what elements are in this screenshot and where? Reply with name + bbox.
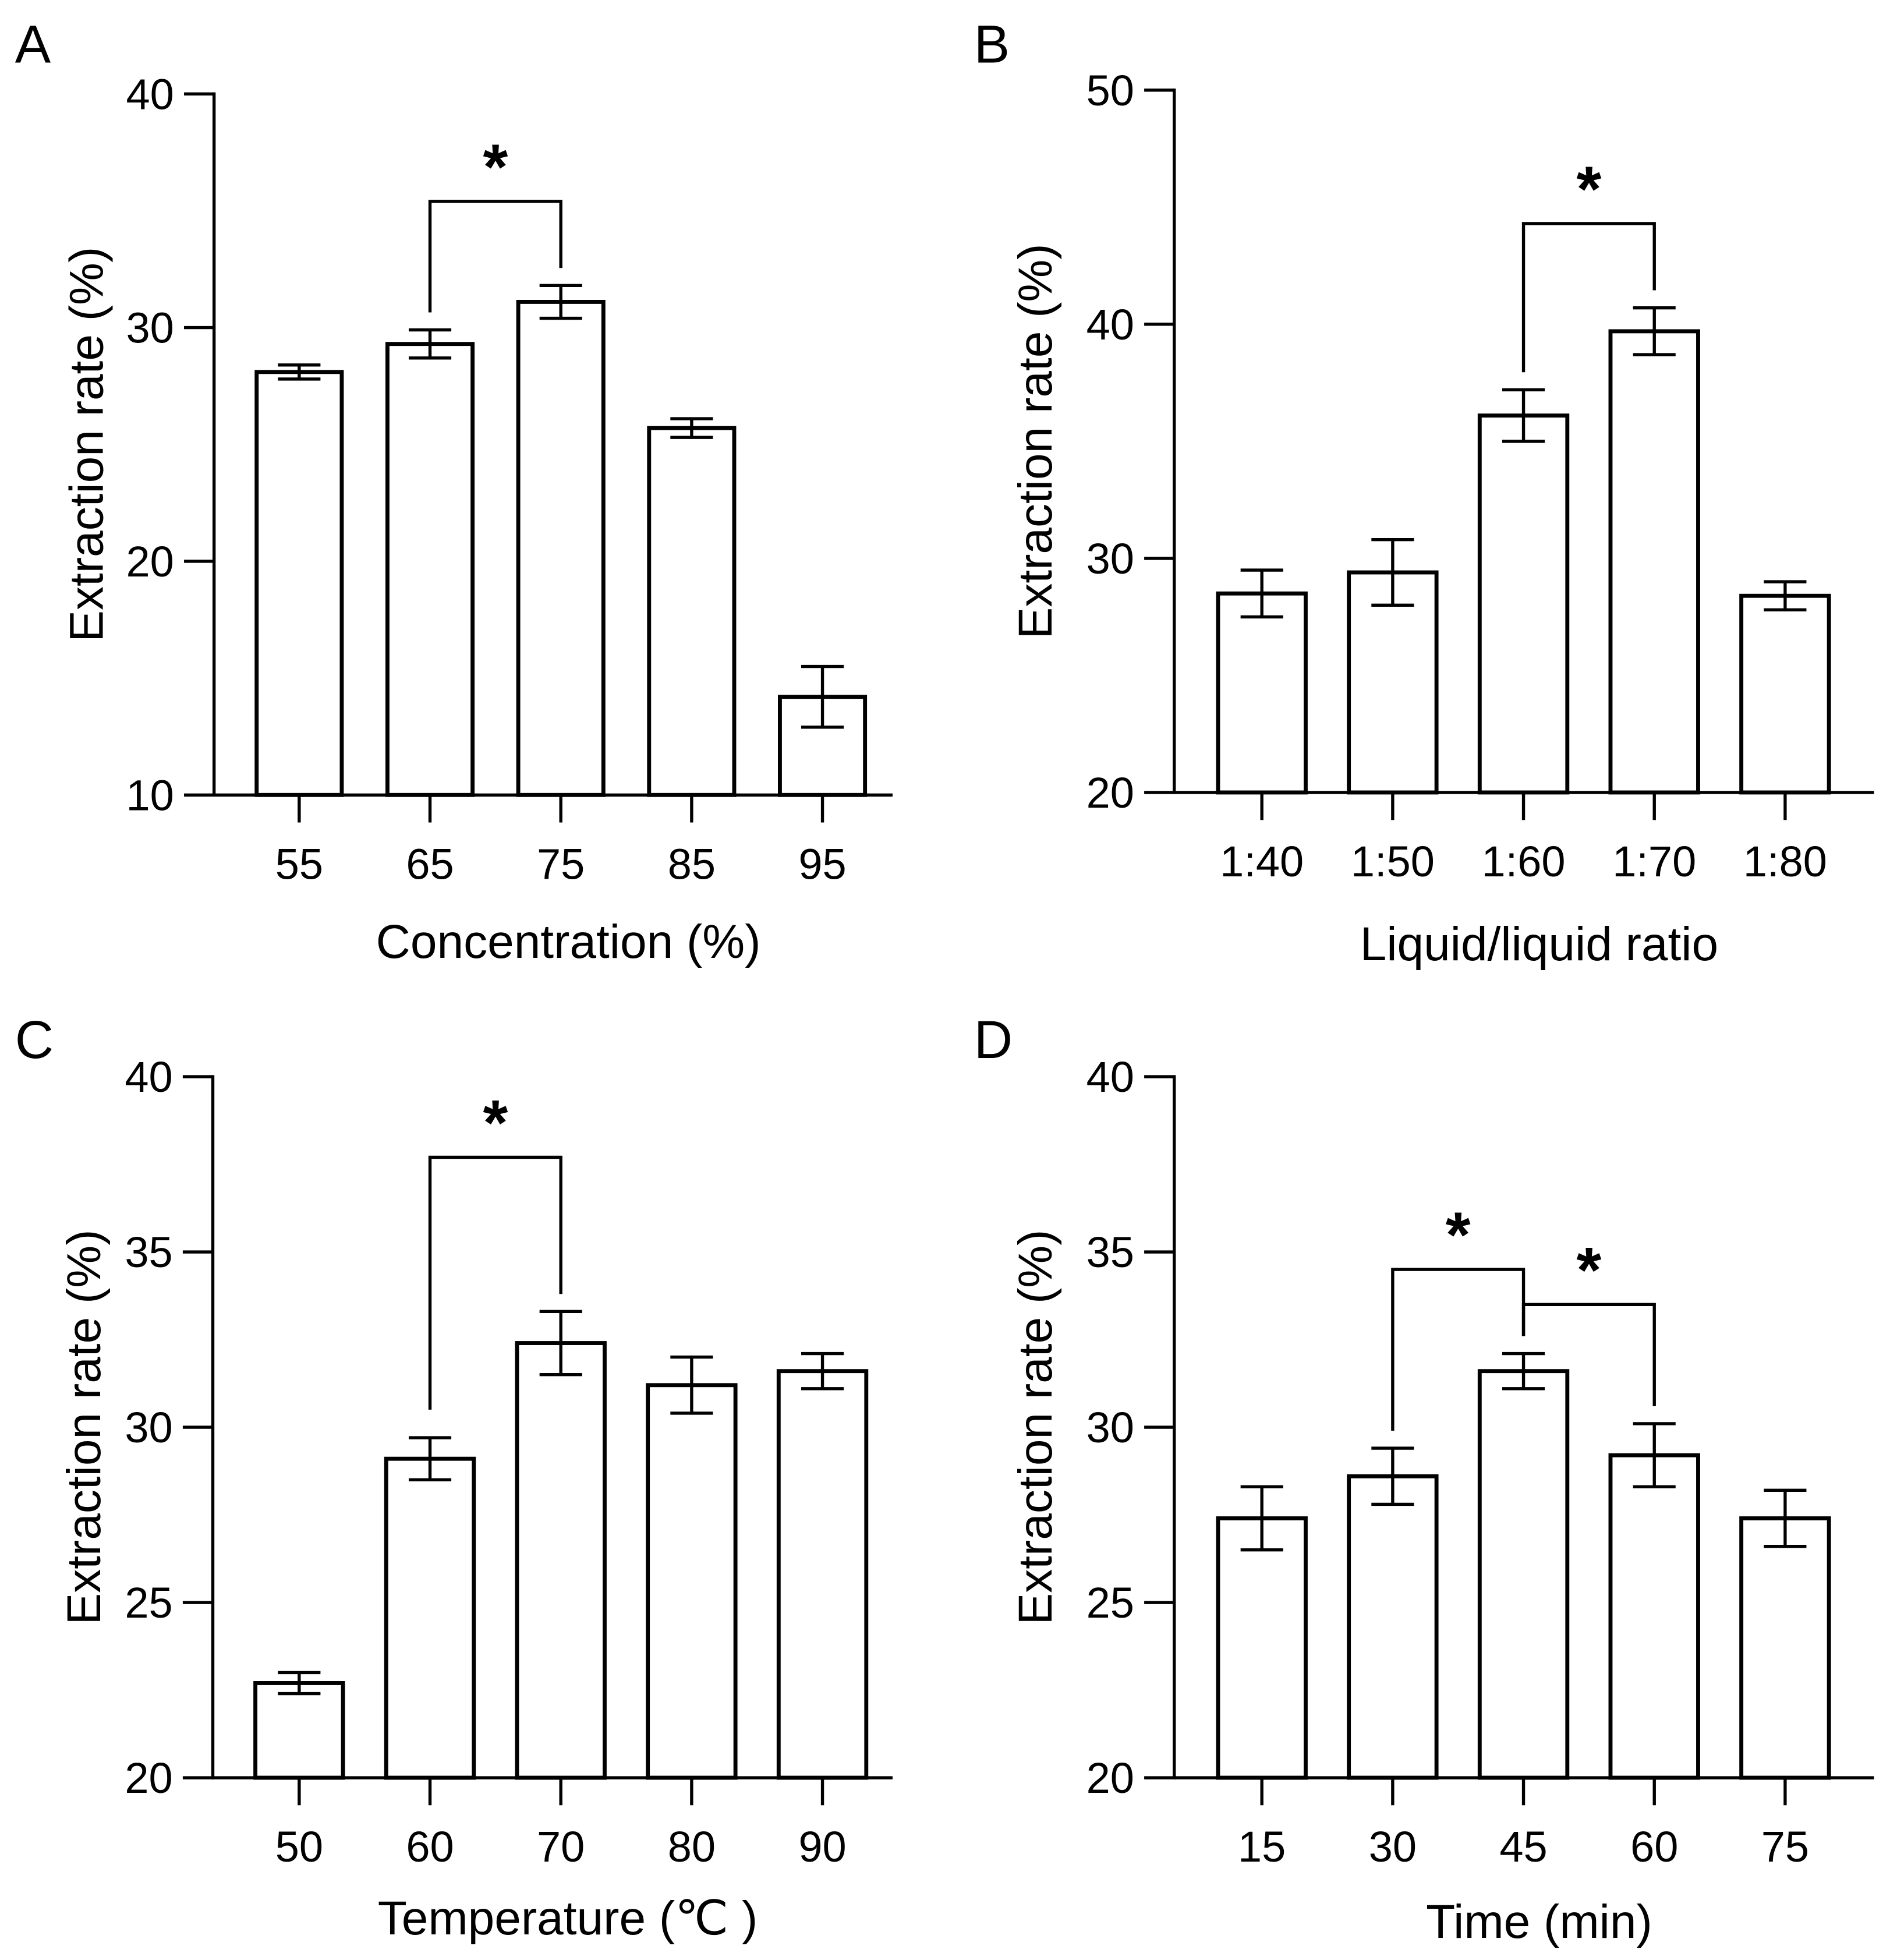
chart-panel-c: C 20 25 30 35 40 50 60 70 80 90 * Extraction rate (%… [15,1010,893,1945]
significance-star: * [1446,1200,1471,1271]
bar [1739,593,1831,795]
x-axis-title: Temperature (℃ ) [378,1892,758,1945]
bar [1216,1516,1308,1780]
bar [253,1681,345,1780]
bar [647,426,737,797]
bar [1347,1474,1439,1780]
bar [1608,329,1700,795]
bar [385,342,475,797]
x-tick-label: 80 [668,1823,716,1871]
significance-bracket [1521,1303,1656,1406]
y-tick-label: 40 [125,1053,172,1101]
y-tick-label: 30 [126,304,174,352]
x-tick-label: 50 [275,1823,323,1871]
bar [1216,591,1308,795]
y-tick-label: 20 [1086,769,1134,817]
x-tick-label: 1:50 [1351,837,1435,886]
x-tick-label: 65 [406,840,454,888]
panel-letter: D [974,1010,1013,1070]
y-axis-title: Extraction rate (%) [1009,1230,1062,1625]
x-axis-title: Time (min) [1426,1895,1652,1948]
y-tick-label: 30 [1086,535,1134,583]
bar [254,370,344,797]
significance-bracket [1521,222,1656,373]
x-tick-label: 60 [406,1823,454,1871]
significance-star: * [1576,153,1601,225]
bar [776,1369,869,1780]
y-tick-label: 35 [1086,1228,1134,1276]
bar [1739,1516,1831,1780]
y-tick-label: 40 [1086,1053,1134,1101]
chart-panel-d: D 20 25 30 35 40 15 30 45 60 75 * * Extraction rate (… [974,1010,1874,1948]
bar [516,299,606,797]
x-tick-label: 55 [275,840,323,888]
significance-star: * [483,131,508,203]
significance-bracket [1391,1268,1526,1431]
x-tick-label: 30 [1369,1823,1417,1871]
panel-letter: A [15,15,51,75]
chart-panel-b: B 20 30 40 50 1:40 1:50 1:60 1:70 1:80 * Extraction… [974,15,1874,971]
bar [1477,413,1570,795]
x-axis-title: Liquid/liquid ratio [1360,918,1718,971]
y-tick-label: 40 [1086,300,1134,349]
chart-panel-a: A 10 20 30 40 55 65 75 85 95 * Extraction rate (%) C… [15,15,893,968]
bar [515,1341,607,1780]
x-tick-label: 95 [798,840,846,888]
x-tick-label: 1:80 [1743,837,1827,886]
y-axis-title: Extraction rate (%) [58,1230,111,1625]
significance-star: * [483,1087,508,1159]
y-axis-title: Extraction rate (%) [60,247,113,642]
y-tick-label: 30 [1086,1403,1134,1452]
x-tick-label: 1:40 [1220,837,1304,886]
bar [646,1383,738,1780]
y-tick-label: 10 [126,771,174,819]
panel-letter: C [15,1010,54,1070]
y-tick-label: 30 [125,1403,172,1452]
x-tick-label: 1:70 [1612,837,1696,886]
x-tick-label: 75 [1761,1823,1809,1871]
y-tick-label: 50 [1086,66,1134,115]
significance-bracket [428,1155,562,1410]
x-tick-label: 85 [668,840,716,888]
bar [384,1456,476,1780]
significance-star: * [1576,1234,1601,1306]
y-tick-label: 20 [1086,1754,1134,1802]
x-tick-label: 90 [798,1823,846,1871]
y-tick-label: 35 [125,1228,172,1276]
x-tick-label: 1:60 [1482,837,1566,886]
y-tick-label: 20 [126,537,174,586]
x-tick-label: 60 [1630,1823,1678,1871]
x-tick-label: 70 [537,1823,585,1871]
y-tick-label: 20 [125,1754,172,1802]
y-tick-label: 40 [126,70,174,118]
x-axis-title: Concentration (%) [376,915,761,968]
y-tick-label: 25 [1086,1579,1134,1627]
y-axis-title: Extraction rate (%) [1009,243,1062,639]
bar [1477,1369,1570,1780]
significance-bracket [428,200,562,313]
bar [1608,1453,1700,1780]
x-tick-label: 45 [1499,1823,1547,1871]
panel-letter: B [974,15,1010,75]
y-tick-label: 25 [125,1579,172,1627]
x-tick-label: 15 [1238,1823,1286,1871]
x-tick-label: 75 [537,840,585,888]
